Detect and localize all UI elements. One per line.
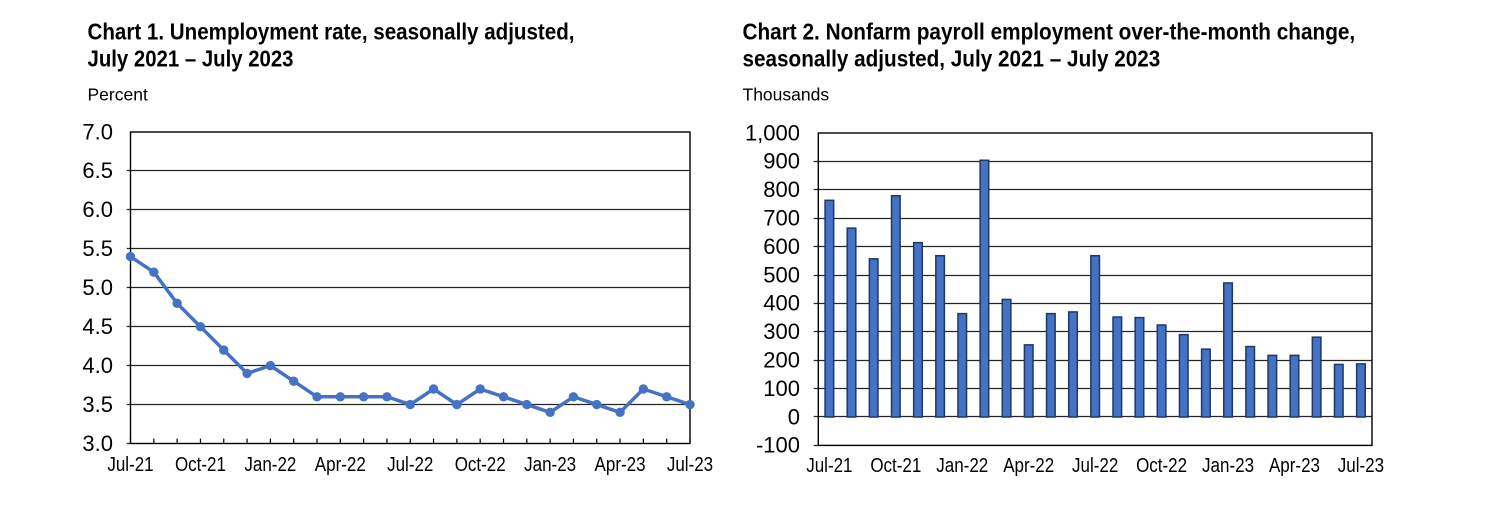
svg-text:Jan-22: Jan-22: [244, 454, 296, 476]
svg-text:July 2021 – July 2023: July 2021 – July 2023: [88, 46, 294, 72]
svg-text:600: 600: [763, 234, 800, 259]
svg-text:5.0: 5.0: [82, 275, 113, 300]
svg-text:Chart 2. Nonfarm payroll emplo: Chart 2. Nonfarm payroll employment over…: [743, 19, 1356, 45]
svg-text:7.0: 7.0: [82, 119, 113, 144]
svg-text:300: 300: [763, 319, 800, 344]
svg-text:-100: -100: [756, 433, 800, 458]
svg-text:6.0: 6.0: [82, 197, 113, 222]
svg-text:Jul-22: Jul-22: [387, 454, 433, 476]
svg-text:Oct-22: Oct-22: [455, 454, 506, 476]
svg-text:4.0: 4.0: [82, 353, 113, 378]
svg-text:Percent: Percent: [88, 85, 148, 105]
svg-text:Jan-23: Jan-23: [1202, 455, 1254, 477]
svg-text:5.5: 5.5: [82, 236, 113, 261]
svg-text:Apr-23: Apr-23: [1269, 455, 1320, 477]
svg-text:Thousands: Thousands: [743, 85, 830, 105]
svg-text:Jul-21: Jul-21: [806, 455, 852, 477]
svg-text:Apr-23: Apr-23: [595, 454, 646, 476]
svg-text:0: 0: [788, 404, 800, 429]
svg-text:Oct-21: Oct-21: [870, 455, 921, 477]
svg-text:Jan-23: Jan-23: [524, 454, 576, 476]
svg-text:seasonally adjusted, July 2021: seasonally adjusted, July 2021 – July 20…: [743, 46, 1161, 72]
svg-text:Jan-22: Jan-22: [936, 455, 988, 477]
svg-text:Jul-22: Jul-22: [1072, 455, 1118, 477]
svg-text:Jul-23: Jul-23: [1338, 455, 1384, 477]
svg-text:6.5: 6.5: [82, 158, 113, 183]
svg-text:500: 500: [763, 262, 800, 287]
svg-text:Jul-23: Jul-23: [667, 454, 713, 476]
svg-text:Chart 1. Unemployment rate, se: Chart 1. Unemployment rate, seasonally a…: [88, 19, 575, 45]
svg-text:800: 800: [763, 177, 800, 202]
svg-text:4.5: 4.5: [82, 314, 113, 339]
svg-text:Apr-22: Apr-22: [315, 454, 366, 476]
svg-text:Oct-21: Oct-21: [175, 454, 226, 476]
svg-text:Oct-22: Oct-22: [1136, 455, 1187, 477]
svg-text:Apr-22: Apr-22: [1003, 455, 1054, 477]
svg-text:900: 900: [763, 149, 800, 174]
svg-text:1,000: 1,000: [745, 120, 800, 145]
svg-text:3.0: 3.0: [82, 431, 113, 456]
svg-text:3.5: 3.5: [82, 392, 113, 417]
svg-text:100: 100: [763, 376, 800, 401]
svg-text:200: 200: [763, 348, 800, 373]
svg-text:700: 700: [763, 206, 800, 231]
svg-text:Jul-21: Jul-21: [107, 454, 153, 476]
svg-text:400: 400: [763, 291, 800, 316]
